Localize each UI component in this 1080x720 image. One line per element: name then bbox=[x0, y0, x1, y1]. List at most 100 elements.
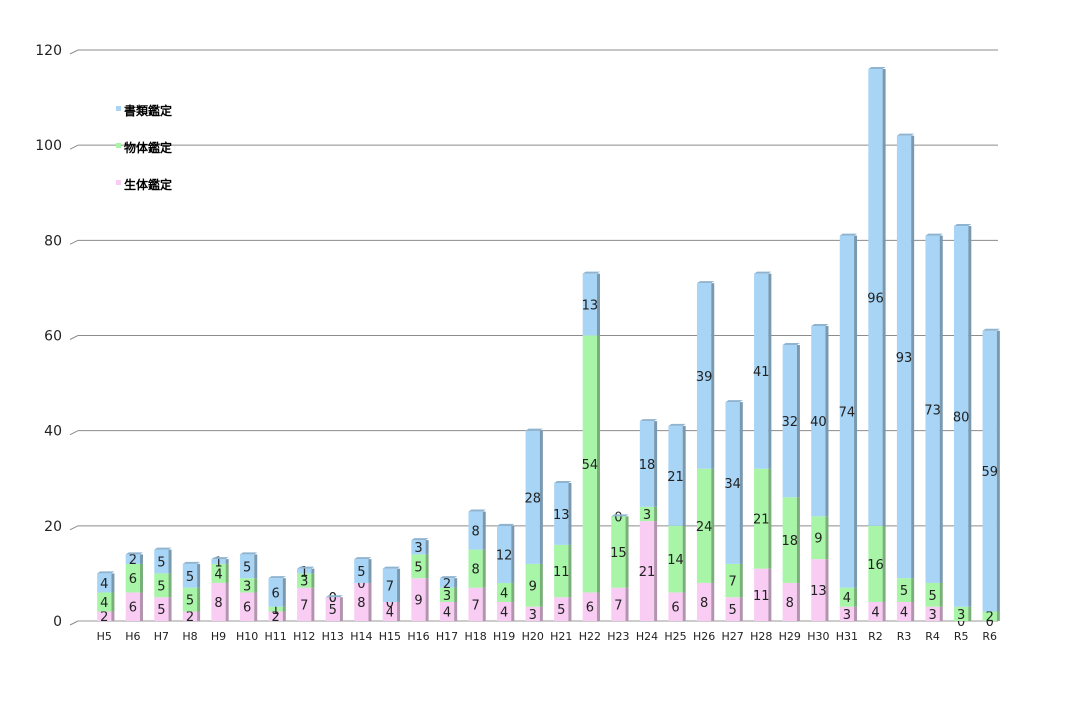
bar-top bbox=[325, 595, 343, 598]
data-label: 16 bbox=[867, 558, 884, 573]
bar-stack-H6: 6 6 2 bbox=[125, 552, 143, 621]
bar-top bbox=[354, 557, 372, 560]
data-label: 18 bbox=[639, 458, 656, 473]
bar-segment-side bbox=[282, 611, 286, 621]
bar-top bbox=[582, 271, 600, 274]
bar-segment-side bbox=[368, 559, 372, 583]
bar-segment-side bbox=[254, 554, 258, 579]
x-tick-label: H12 bbox=[293, 630, 315, 643]
data-label: 2 bbox=[186, 610, 194, 625]
x-tick-label: H19 bbox=[493, 630, 515, 643]
bar-segment-side bbox=[768, 468, 772, 569]
data-label: 3 bbox=[443, 589, 451, 604]
data-label: 2 bbox=[443, 577, 451, 592]
data-label: 21 bbox=[667, 470, 684, 485]
data-label: 3 bbox=[243, 579, 251, 594]
bar-stack-H18: 7 8 8 bbox=[468, 509, 486, 621]
data-label: 5 bbox=[157, 556, 165, 571]
bar-segment bbox=[839, 235, 855, 588]
bar-stack-H26: 8 24 39 bbox=[696, 281, 715, 621]
bar-segment-side bbox=[796, 497, 800, 583]
bar-segment bbox=[125, 563, 140, 593]
bar-segment-side bbox=[796, 582, 800, 621]
bar-top bbox=[439, 576, 458, 579]
data-label: 0 bbox=[329, 591, 337, 606]
bar-segment bbox=[811, 516, 826, 560]
x-tick-label: H21 bbox=[550, 630, 572, 643]
bar-segment-side bbox=[254, 578, 258, 593]
data-label: 7 bbox=[300, 598, 308, 613]
bar-top bbox=[154, 547, 172, 550]
bar-segment-side bbox=[654, 421, 658, 507]
x-tick-label: H9 bbox=[211, 630, 226, 643]
bar-stack-R6: 02 59 bbox=[981, 328, 1000, 630]
bar-segment-side bbox=[854, 235, 858, 588]
bar-segment bbox=[639, 521, 655, 621]
bar-segment-side bbox=[425, 578, 429, 621]
bar-segment-side bbox=[596, 335, 600, 593]
data-label: 12 bbox=[496, 548, 513, 563]
bar-segment bbox=[554, 544, 569, 598]
bar-segment-side bbox=[625, 587, 629, 621]
y-tick-label: 120 bbox=[35, 43, 62, 59]
bar-segment bbox=[211, 559, 226, 564]
bar-segment bbox=[497, 525, 512, 583]
data-label: 5 bbox=[414, 560, 422, 575]
bar-segment-side bbox=[939, 582, 943, 607]
data-label: 28 bbox=[524, 491, 541, 506]
bar-segment-side bbox=[882, 69, 886, 526]
x-tick-label: H17 bbox=[436, 630, 458, 643]
x-tick-label: H31 bbox=[836, 630, 858, 643]
bar-segment-side bbox=[539, 606, 543, 621]
bar-segment bbox=[611, 516, 626, 588]
bar-top bbox=[211, 557, 229, 560]
x-tick-label: H10 bbox=[236, 630, 258, 643]
data-label: 6 bbox=[671, 601, 679, 616]
bar-segment bbox=[668, 592, 683, 621]
data-label: 7 bbox=[386, 579, 394, 594]
bar-segment-side bbox=[197, 587, 201, 612]
x-tick-label: H20 bbox=[522, 630, 544, 643]
data-label: 6 bbox=[243, 601, 251, 616]
bar-segment-side bbox=[139, 592, 143, 621]
bar-segment-side bbox=[368, 582, 372, 621]
bar-segment bbox=[696, 582, 712, 621]
bar-top bbox=[754, 271, 772, 274]
data-label: 1 bbox=[300, 565, 308, 580]
bar-segment bbox=[839, 606, 855, 621]
bar-stack-H29: 8 18 32 bbox=[782, 343, 800, 621]
data-label: 9 bbox=[814, 532, 822, 547]
y-axis-ticks: 0 20 40 60 80 100 120 bbox=[35, 43, 62, 630]
x-tick-label: H23 bbox=[607, 630, 629, 643]
data-label: 9 bbox=[529, 579, 537, 594]
bar-segment bbox=[497, 582, 512, 602]
bar-segment-side bbox=[739, 402, 743, 564]
data-label: 4 bbox=[100, 596, 108, 611]
x-tick-label: H25 bbox=[664, 630, 686, 643]
bar-segment-side bbox=[911, 578, 915, 602]
bar-segment-side bbox=[911, 601, 915, 621]
data-label: 3 bbox=[300, 575, 308, 590]
bar-segment-side bbox=[596, 592, 600, 621]
bar-segment bbox=[439, 578, 455, 588]
data-label: 8 bbox=[214, 596, 222, 611]
data-label: 13 bbox=[553, 508, 570, 523]
bar-segment-side bbox=[511, 582, 515, 602]
bar-segment bbox=[125, 554, 140, 564]
data-label: 6 bbox=[129, 572, 137, 587]
bar-segment-side bbox=[882, 601, 886, 621]
bar-stack-H12: 7 31 bbox=[297, 565, 315, 621]
bar-segment bbox=[982, 611, 997, 621]
bar-segment bbox=[754, 568, 769, 621]
bar-segment-side bbox=[825, 516, 829, 560]
bar-segment bbox=[782, 497, 797, 583]
legend-swatch bbox=[116, 143, 121, 148]
bar-top bbox=[639, 419, 658, 422]
bar-top bbox=[782, 343, 800, 346]
gridline-perspective bbox=[69, 620, 79, 626]
bar-segment-side bbox=[111, 592, 115, 612]
bar-segment-side bbox=[568, 544, 572, 598]
data-label: 5 bbox=[157, 603, 165, 618]
data-label: 4 bbox=[386, 605, 394, 620]
data-label: 4 bbox=[500, 605, 508, 620]
